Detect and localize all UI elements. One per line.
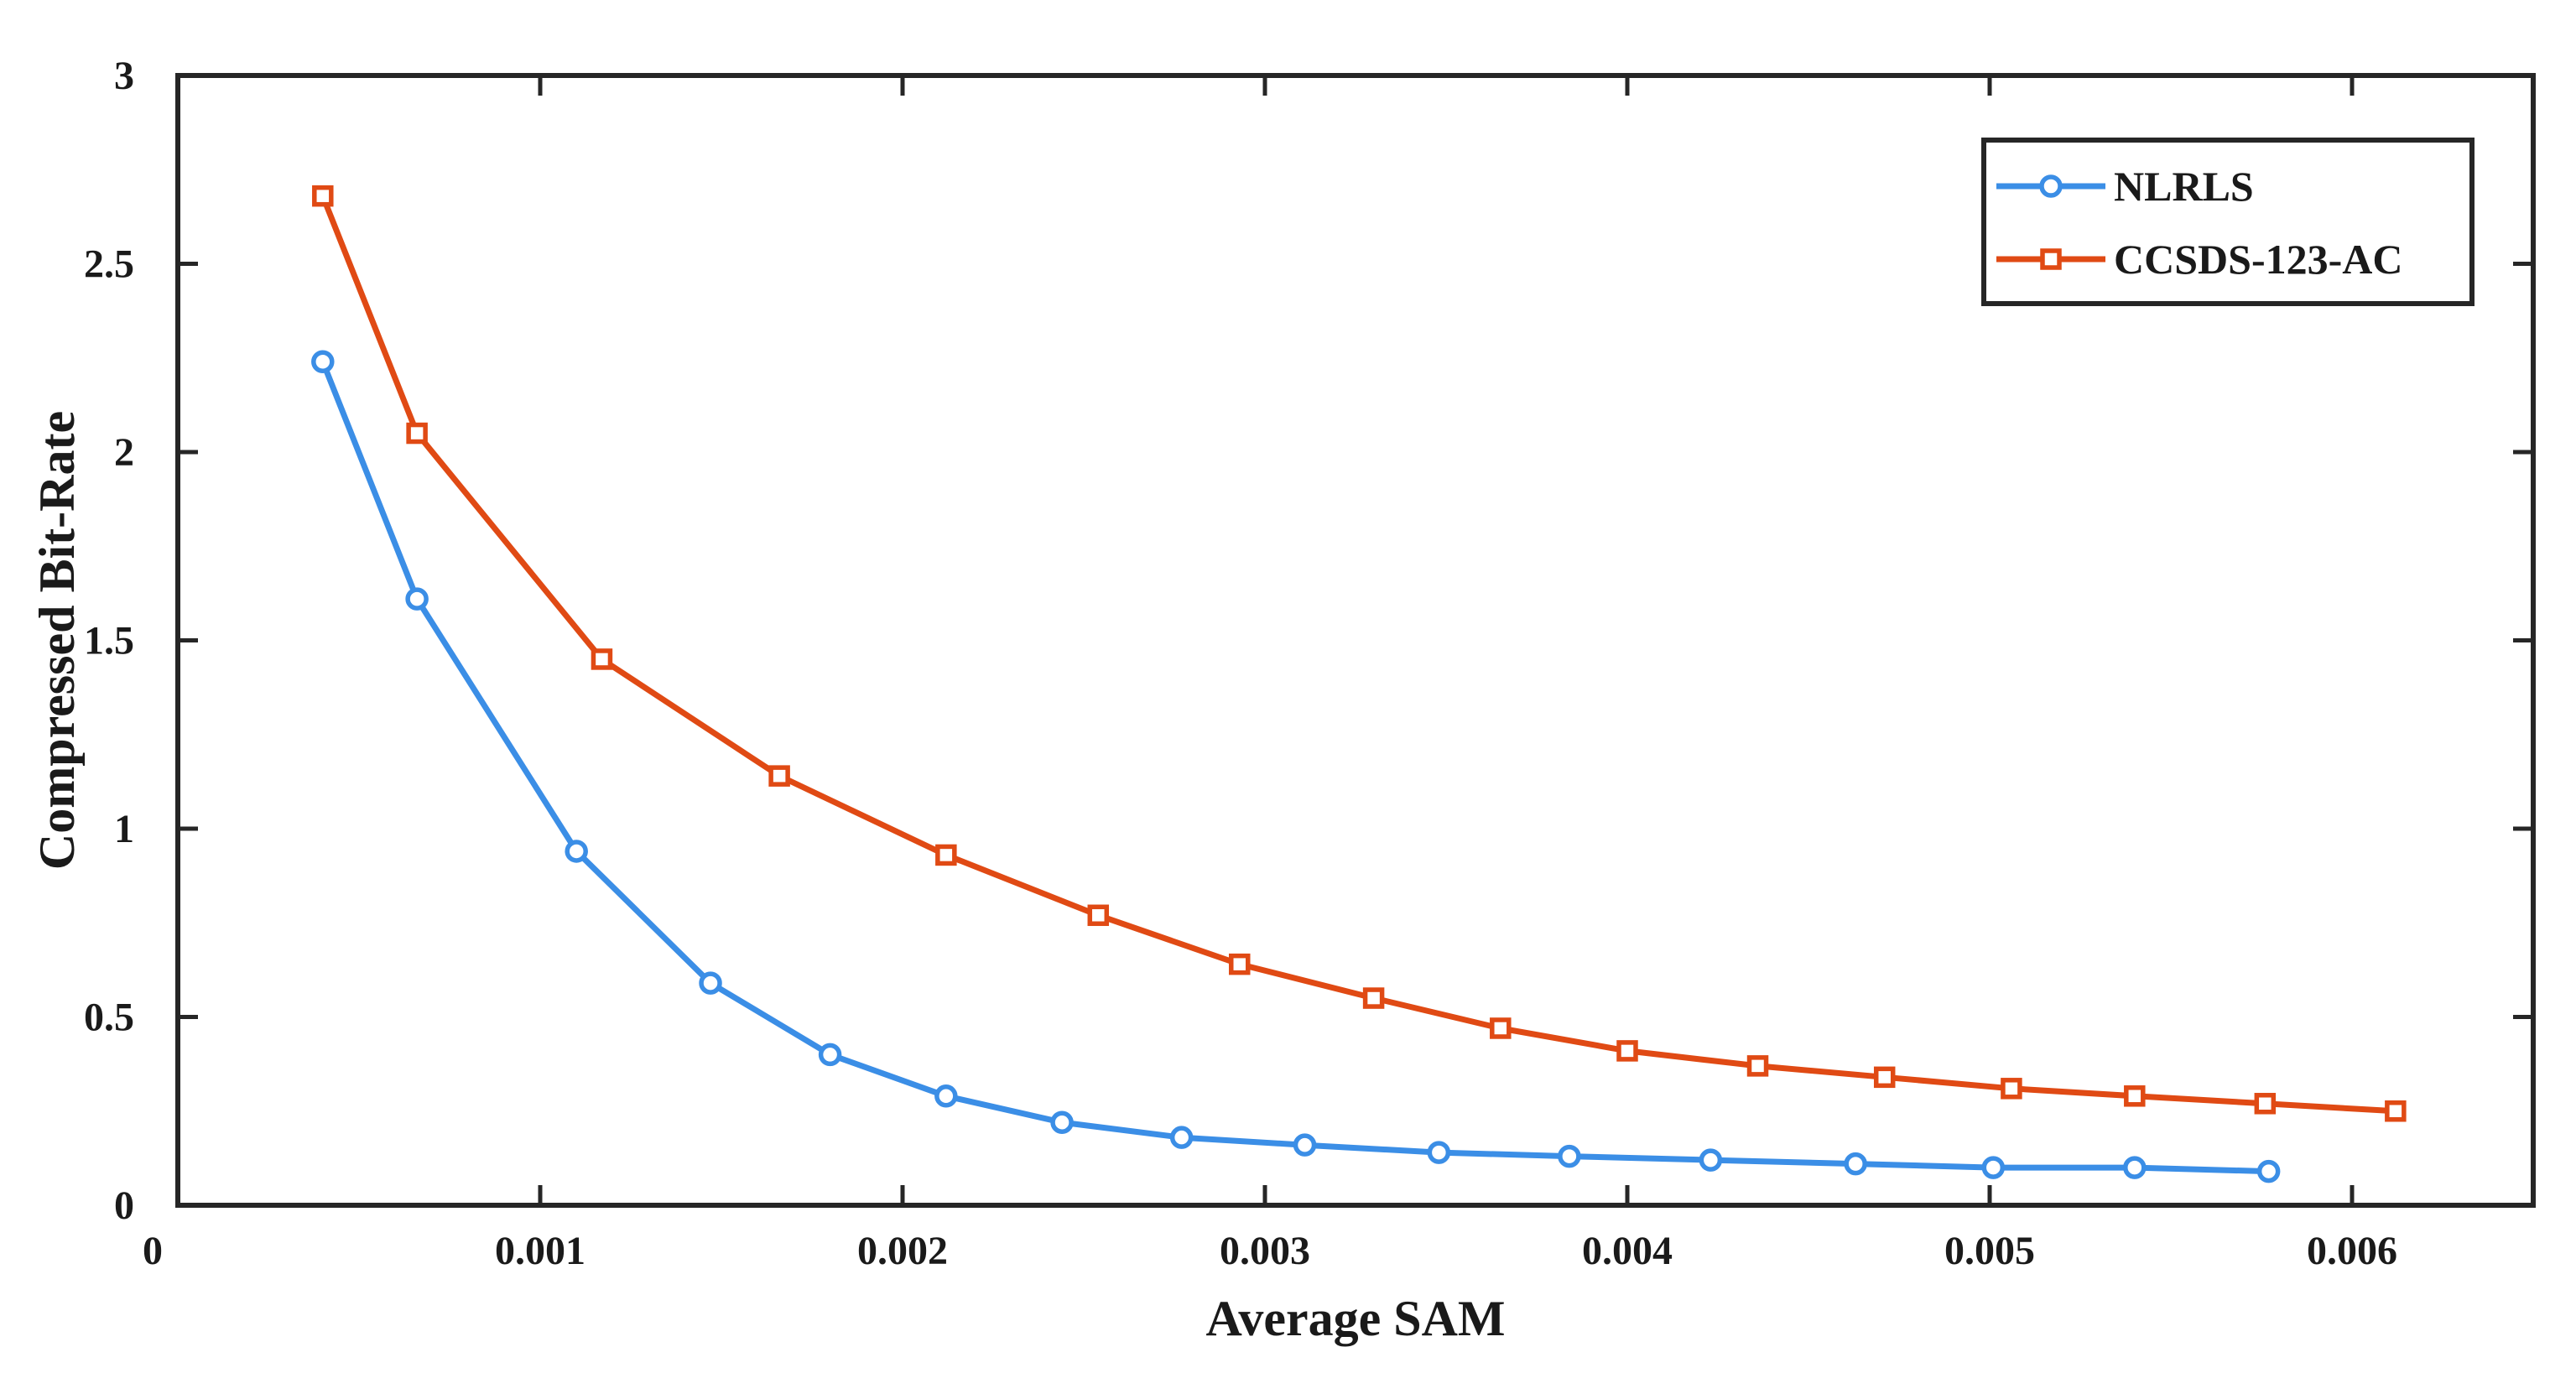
data-point — [768, 765, 790, 787]
data-point — [818, 1043, 842, 1067]
plot-area — [311, 185, 2407, 1183]
data-point — [934, 1084, 958, 1108]
data-point — [1844, 1152, 1867, 1176]
data-point — [2123, 1156, 2147, 1179]
data-point — [2385, 1100, 2407, 1122]
data-point — [1050, 1110, 1074, 1134]
data-point — [1087, 904, 1110, 927]
legend-label: CCSDS-123-AC — [2114, 236, 2402, 283]
data-point — [935, 844, 957, 866]
x-tick-label: 0.002 — [857, 1229, 948, 1273]
data-point — [591, 648, 613, 670]
y-tick-label: 1 — [114, 807, 134, 851]
data-point — [1490, 1017, 1512, 1039]
legend-marker — [2039, 174, 2063, 198]
y-tick-label: 0.5 — [84, 996, 134, 1040]
data-point — [1169, 1126, 1194, 1149]
data-point — [311, 350, 335, 373]
y-tick-label: 0 — [114, 1183, 134, 1228]
data-point — [699, 971, 722, 995]
legend: NLRLS CCSDS-123-AC — [1981, 138, 2475, 306]
data-point — [2254, 1093, 2277, 1115]
x-axis-label: Average SAM — [1205, 1291, 1505, 1346]
legend-marker — [2040, 248, 2062, 270]
x-tick-label: 0 — [143, 1229, 163, 1273]
data-point — [1981, 1156, 2006, 1179]
y-tick-label: 3 — [114, 54, 134, 98]
y-axis-label: Compressed Bit-Rate — [29, 411, 85, 870]
data-point — [312, 185, 334, 207]
data-point — [1699, 1148, 1723, 1172]
x-tick-label: 0.003 — [1220, 1229, 1310, 1273]
y-tick-label: 2 — [114, 430, 134, 475]
data-point — [1746, 1055, 1769, 1077]
data-point — [1616, 1040, 1638, 1062]
legend-label: NLRLS — [2114, 163, 2254, 210]
data-point — [2124, 1085, 2146, 1107]
x-tick-label: 0.004 — [1582, 1229, 1673, 1273]
axes: 0 0.001 0.002 0.003 0.004 0.005 0.006 0 0.5 1 1.5 2… — [29, 54, 2536, 1346]
series-line-nlrls — [320, 358, 2272, 1175]
x-tick-label: 0.005 — [1944, 1229, 2035, 1273]
data-point — [565, 840, 588, 863]
data-point — [2001, 1078, 2022, 1100]
data-point — [1293, 1133, 1317, 1157]
data-point — [1873, 1066, 1896, 1089]
y-tick-label: 1.5 — [84, 619, 134, 663]
data-point — [2256, 1159, 2281, 1183]
x-tick-label: 0.001 — [495, 1229, 585, 1273]
data-point — [1427, 1141, 1451, 1164]
series-line-ccsds-123-ac — [320, 193, 2399, 1115]
data-point — [406, 422, 428, 445]
legend-box — [1981, 138, 2475, 306]
data-point — [405, 587, 429, 611]
x-tick-label: 0.006 — [2307, 1229, 2397, 1273]
data-point — [1558, 1144, 1581, 1168]
y-tick-label: 2.5 — [84, 242, 134, 287]
data-point — [1229, 953, 1251, 975]
data-point — [1362, 987, 1385, 1009]
